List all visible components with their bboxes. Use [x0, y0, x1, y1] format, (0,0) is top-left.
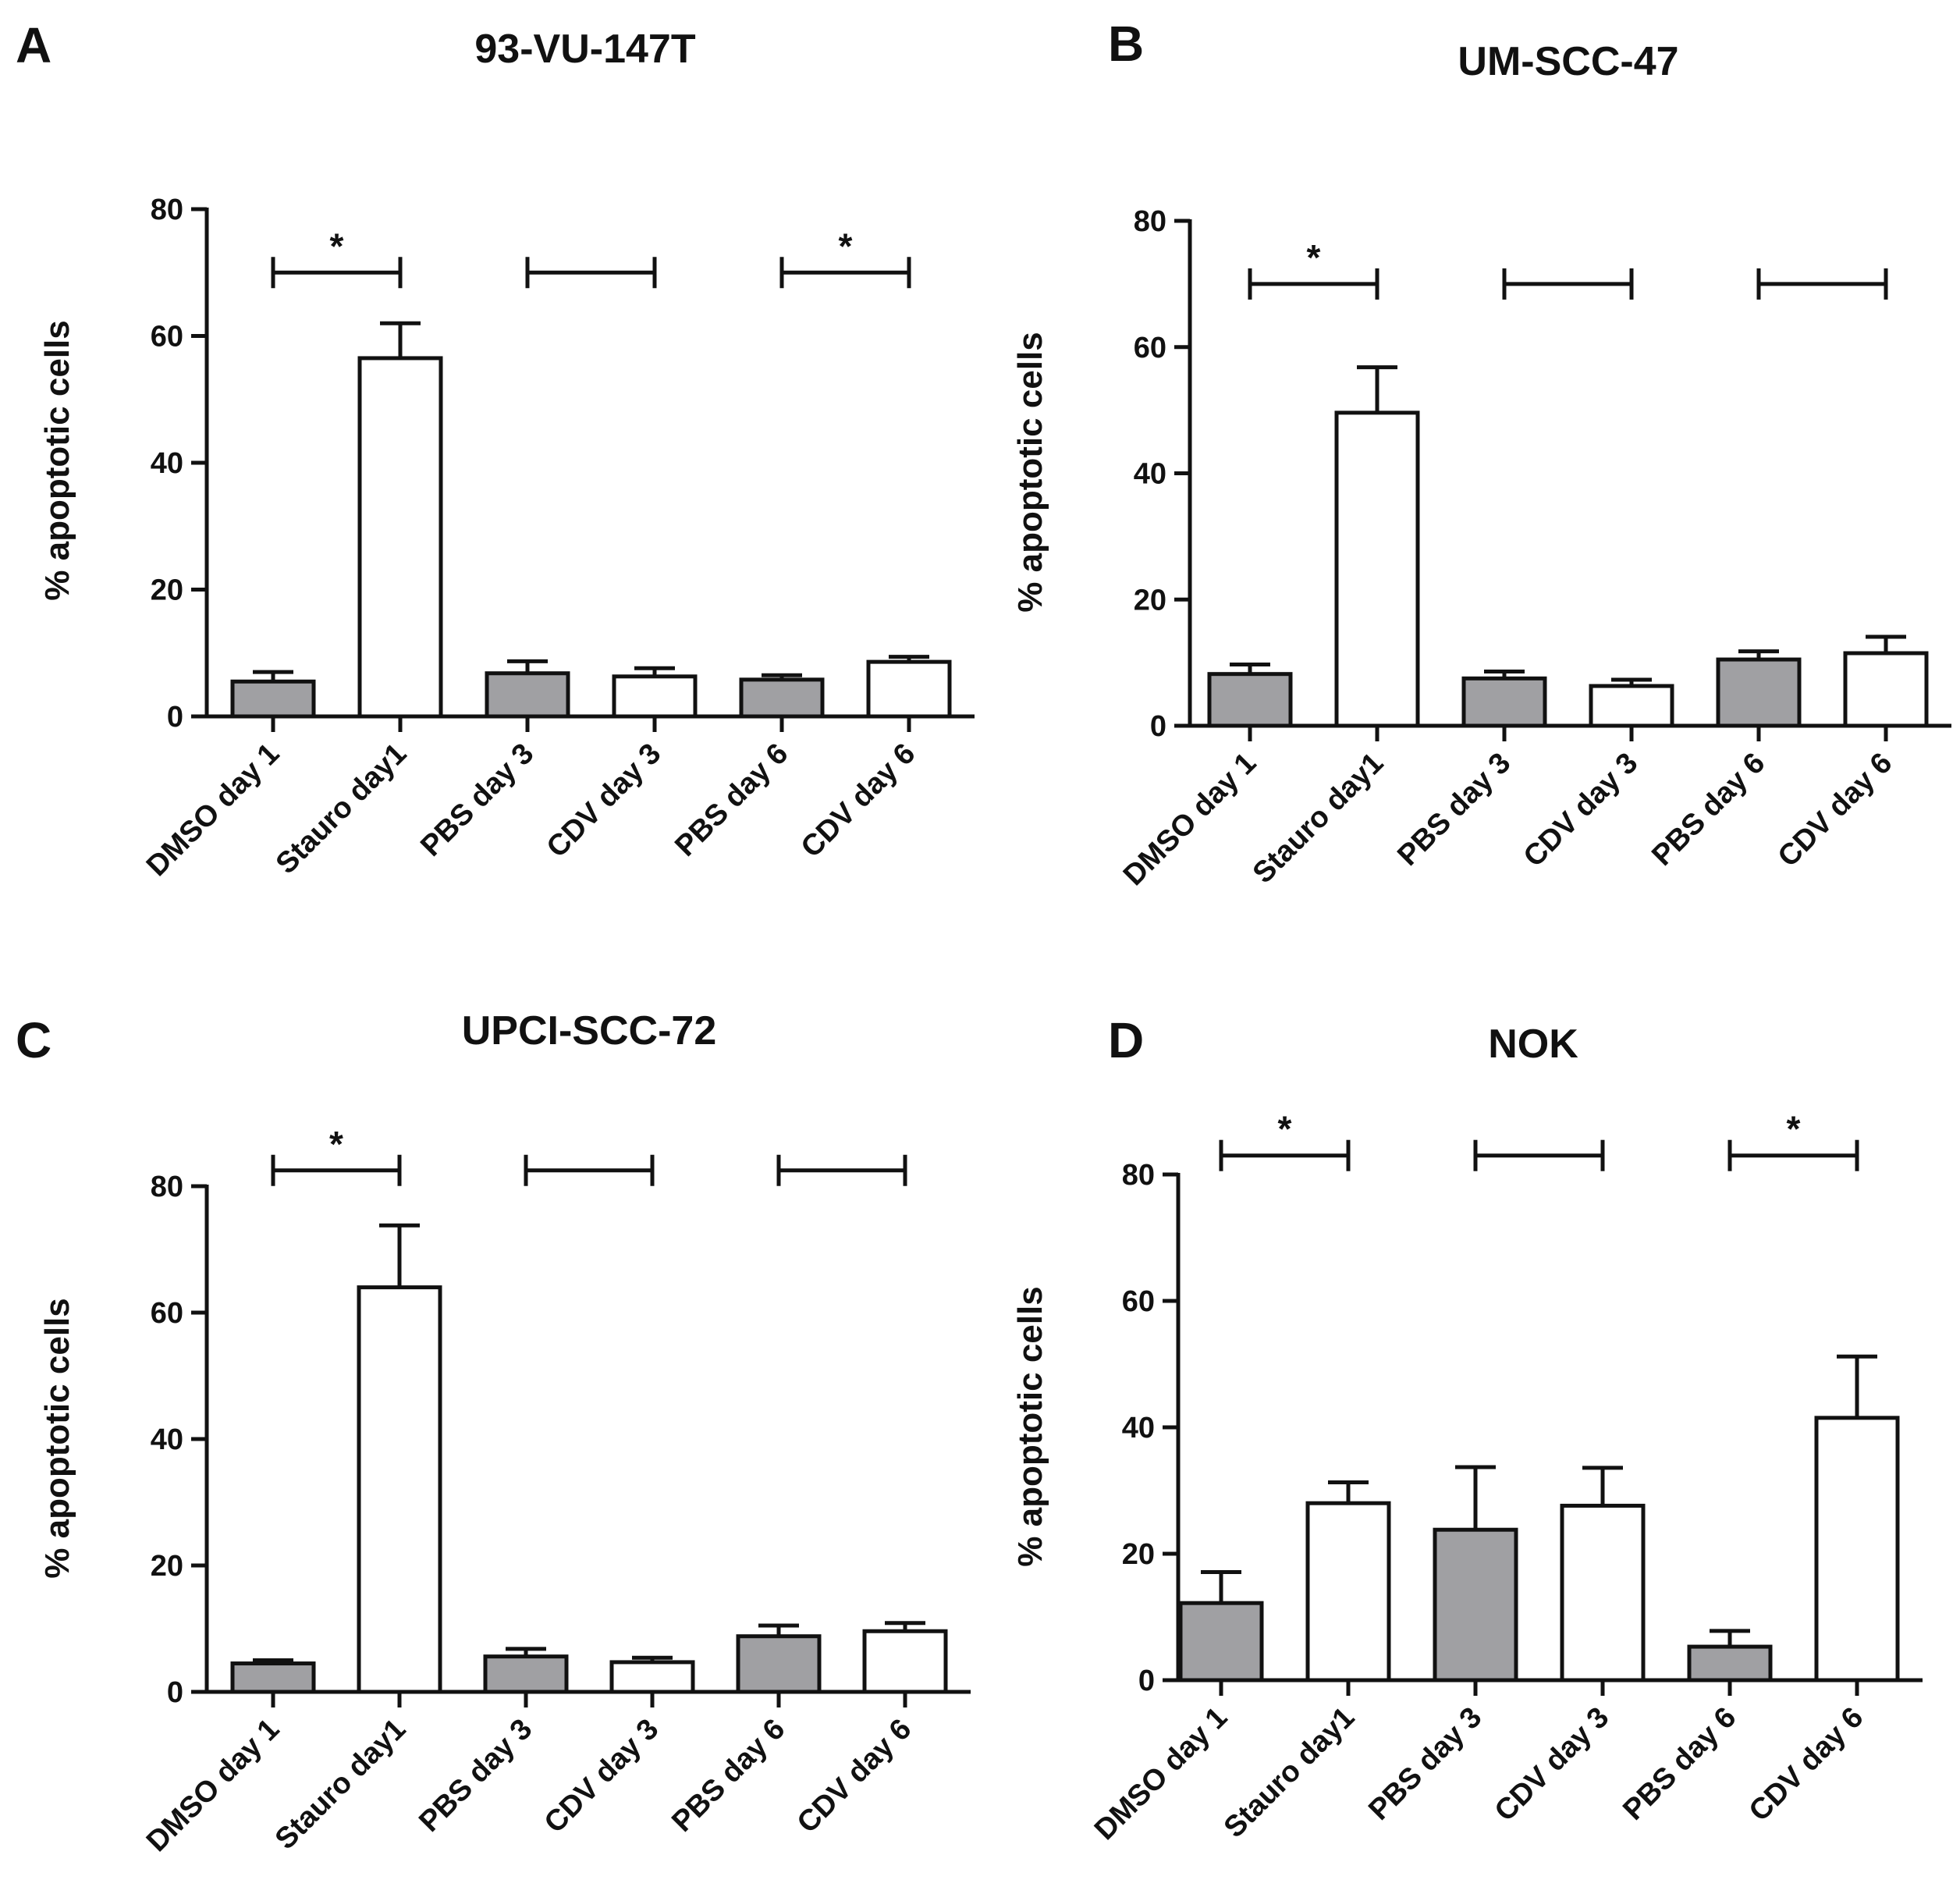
y-tick-label: 60: [1134, 332, 1166, 364]
y-tick-label: 80: [151, 194, 183, 226]
significance-star: *: [839, 226, 853, 266]
y-axis-label: % apoptotic cells: [1011, 1286, 1049, 1566]
significance-star: *: [330, 226, 344, 266]
y-tick-label: 80: [1122, 1159, 1155, 1192]
y-axis-label: % apoptotic cells: [1011, 332, 1049, 612]
bar-2: [357, 356, 443, 719]
x-tick-label: PBS day 6: [1617, 1701, 1742, 1827]
significance-star: *: [329, 1124, 343, 1164]
panel-d: D NOK % apoptotic cells 0 20 40 60 80 DMSO day 1…: [1011, 1012, 1923, 1846]
bar-2: [1305, 1501, 1391, 1683]
y-tick-label: 40: [151, 1423, 183, 1456]
panel-letter: D: [1108, 1012, 1144, 1068]
y-tick-label: 40: [1122, 1412, 1155, 1444]
y-tick-label: 20: [1122, 1538, 1155, 1571]
y-tick-label: 80: [1134, 205, 1166, 238]
x-tick-label: DMSO day 1: [140, 737, 286, 883]
significance-star: *: [1278, 1109, 1292, 1150]
bar-4: [1589, 684, 1674, 728]
x-tick-label: PBS day 3: [413, 1713, 538, 1839]
y-axis-label: % apoptotic cells: [38, 320, 76, 600]
bar-1: [1178, 1601, 1264, 1683]
x-tick-label: PBS day 6: [1646, 747, 1771, 872]
x-tick-label: Stauro day1: [1247, 747, 1390, 890]
bar-5: [1687, 1644, 1773, 1683]
bar-6: [866, 659, 952, 719]
bar-5: [1716, 657, 1802, 728]
x-tick-label: CDV day 3: [538, 1713, 666, 1840]
chart-title: UPCI-SCC-72: [462, 1008, 717, 1054]
bar-1: [230, 1661, 316, 1694]
x-tick-label: CDV day 6: [1743, 1701, 1870, 1828]
bar-3: [485, 671, 570, 719]
x-tick-label: Stauro day1: [270, 737, 414, 881]
bar-5: [736, 1634, 822, 1694]
chart-title: NOK: [1488, 1022, 1578, 1067]
y-axis-label: % apoptotic cells: [38, 1298, 76, 1578]
bar-3: [1433, 1527, 1518, 1683]
y-tick-label: 60: [151, 1297, 183, 1330]
y-tick-label: 60: [151, 321, 183, 354]
panel-c: C UPCI-SCC-72 % apoptotic cells 0 20 40 60 80 DM…: [16, 1008, 971, 1858]
y-tick-label: 60: [1122, 1285, 1155, 1318]
y-tick-label: 0: [167, 1676, 183, 1709]
x-tick-label: PBS day 6: [666, 1713, 791, 1839]
bar-3: [1461, 676, 1547, 728]
bar-2: [357, 1285, 442, 1694]
panel-a: A 93-VU-147T % apoptotic cells 0 20 40 60 80 DMS…: [16, 17, 975, 883]
y-tick-label: 0: [1138, 1665, 1155, 1697]
bar-2: [1334, 410, 1420, 728]
panel-letter: B: [1108, 16, 1144, 72]
bar-1: [1207, 672, 1293, 728]
bar-6: [862, 1629, 948, 1694]
x-tick-label: PBS day 3: [1391, 747, 1517, 872]
x-tick-label: DMSO day 1: [1117, 747, 1262, 892]
y-tick-label: 40: [1134, 458, 1166, 491]
chart-title: 93-VU-147T: [474, 27, 695, 72]
x-tick-label: CDV day 3: [541, 737, 668, 865]
panel-letter: C: [16, 1012, 51, 1068]
bar-6: [1814, 1416, 1900, 1683]
x-tick-label: CDV day 6: [1772, 747, 1899, 874]
y-tick-label: 20: [1134, 584, 1166, 617]
bar-4: [609, 1660, 695, 1694]
x-tick-label: PBS day 6: [669, 737, 794, 863]
y-tick-label: 20: [151, 574, 183, 607]
y-tick-label: 20: [151, 1550, 183, 1583]
bar-3: [483, 1654, 569, 1694]
x-tick-label: CDV day 6: [795, 737, 922, 865]
x-tick-label: Stauro day1: [1218, 1701, 1362, 1845]
x-tick-label: PBS day 3: [414, 737, 540, 863]
x-tick-label: CDV day 6: [791, 1713, 918, 1840]
x-tick-label: Stauro day1: [269, 1713, 413, 1857]
chart-title: UM-SCC-47: [1458, 39, 1678, 84]
y-tick-label: 80: [151, 1171, 183, 1203]
significance-star: *: [1307, 237, 1321, 278]
significance-star: *: [1787, 1109, 1801, 1150]
x-tick-label: CDV day 3: [1518, 747, 1645, 874]
y-tick-label: 40: [151, 447, 183, 480]
y-tick-label: 0: [1150, 710, 1166, 743]
bar-4: [612, 674, 698, 719]
bar-5: [739, 677, 825, 719]
bar-6: [1843, 651, 1929, 728]
x-tick-label: DMSO day 1: [140, 1713, 286, 1858]
bar-4: [1560, 1503, 1646, 1683]
panel-b: B UM-SCC-47 % apoptotic cells 0 20 40 60 80 DMSO…: [1011, 16, 1951, 892]
x-tick-label: PBS day 3: [1362, 1701, 1488, 1827]
x-tick-label: DMSO day 1: [1088, 1701, 1234, 1846]
y-tick-label: 0: [167, 701, 183, 734]
bar-1: [230, 679, 316, 719]
x-tick-label: CDV day 3: [1489, 1701, 1616, 1828]
panel-letter: A: [16, 17, 51, 73]
